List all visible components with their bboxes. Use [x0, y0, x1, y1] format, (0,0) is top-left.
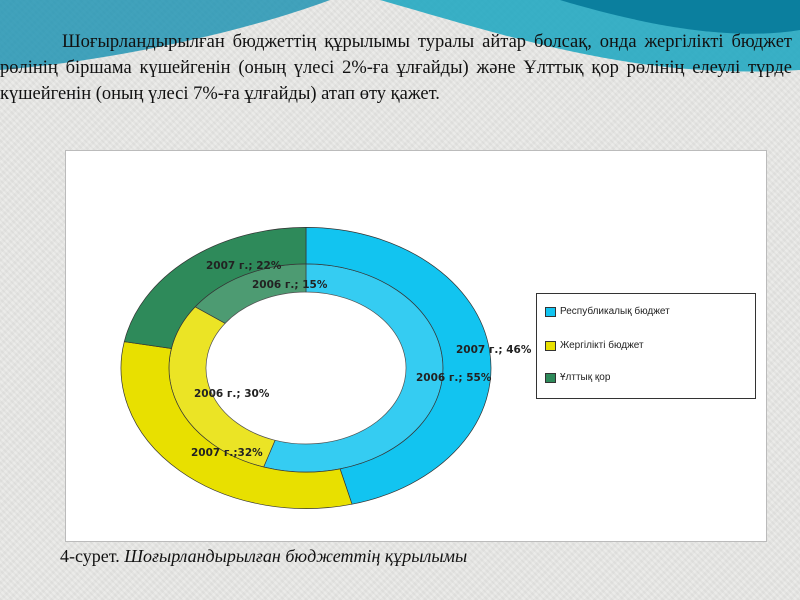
doughnut-chart: 2006 г.; 55% 2006 г.; 30% 2006 г.; 15% 2007…: [120, 227, 532, 509]
body-paragraph: Шоғырландырылған бюджеттің құрылымы тура…: [0, 31, 792, 104]
legend-item-national-fund: Ұлттық қор: [545, 372, 610, 383]
header-wave: [0, 0, 800, 72]
data-label-inner-2: 2006 г.; 15%: [252, 279, 328, 291]
legend-label: Ұлттық қор: [560, 372, 611, 383]
data-label-outer-0: 2007 г.; 46%: [456, 344, 532, 356]
legend-label: Республикалық бюджет: [560, 306, 670, 317]
data-label-inner-1: 2006 г.; 30%: [194, 388, 270, 400]
legend-swatch: [545, 340, 556, 351]
caption-title: Шоғырландырылған бюджеттің құрылымы: [124, 546, 468, 566]
legend-swatch: [545, 306, 556, 317]
legend-item-local: Жергілікті бюджет: [545, 340, 644, 351]
caption-prefix: 4-сурет.: [60, 546, 125, 566]
slice-outer-0: [305, 227, 492, 505]
legend-label: Жергілікті бюджет: [560, 340, 644, 351]
data-label-outer-1: 2007 г.;32%: [191, 447, 263, 459]
slice-outer-2: [123, 227, 307, 349]
chart-container: 2006 г.; 55% 2006 г.; 30% 2006 г.; 15% 2007…: [65, 150, 767, 542]
chart-legend: Республикалық бюджет Жергілікті бюджет Ұ…: [536, 293, 756, 399]
legend-swatch: [545, 372, 556, 383]
data-label-inner-0: 2006 г.; 55%: [416, 372, 492, 384]
figure-caption: 4-сурет. Шоғырландырылған бюджеттің құры…: [60, 546, 467, 567]
legend-item-republican: Республикалық бюджет: [545, 306, 670, 317]
data-label-outer-2: 2007 г.; 22%: [206, 260, 282, 272]
